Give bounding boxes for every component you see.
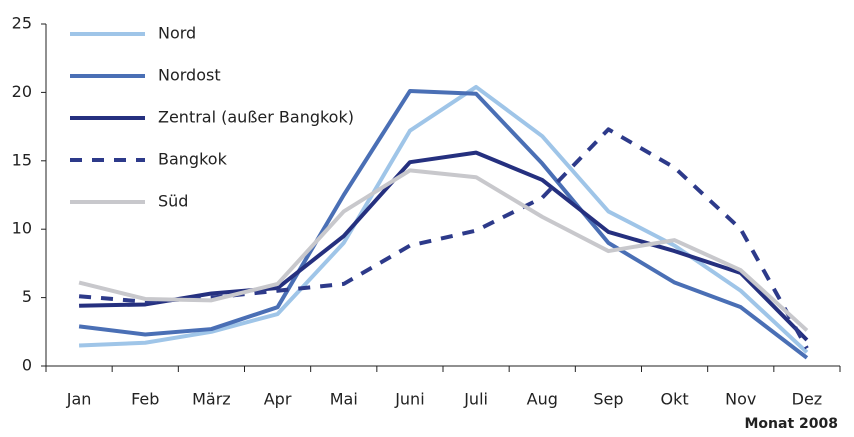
series-line xyxy=(78,89,809,360)
x-tick-label: März xyxy=(192,390,231,409)
y-tick-label: 25 xyxy=(12,14,32,33)
x-tick-label: Juli xyxy=(463,390,488,409)
legend-label: Nordost xyxy=(158,66,221,85)
x-tick-label: Mai xyxy=(330,390,358,409)
x-axis-label: Monat 2008 xyxy=(745,416,839,432)
x-tick-label: Nov xyxy=(725,390,756,409)
series-line xyxy=(79,84,809,354)
y-tick-label: 5 xyxy=(22,287,32,306)
x-tick-label: Jan xyxy=(66,390,92,409)
legend-label: Zentral (außer Bangkok) xyxy=(158,108,354,127)
x-tick-label: Juni xyxy=(394,390,424,409)
y-tick-label: 15 xyxy=(12,150,32,169)
series-line xyxy=(79,150,809,342)
x-tick-label: Apr xyxy=(264,390,292,409)
legend-label: Süd xyxy=(158,192,188,211)
y-tick-label: 20 xyxy=(12,82,32,101)
x-tick-label: Dez xyxy=(792,390,823,409)
y-tick-label: 10 xyxy=(12,219,32,238)
x-tick-label: Okt xyxy=(661,390,689,409)
legend-label: Nord xyxy=(158,24,196,43)
x-tick-label: Feb xyxy=(131,390,159,409)
x-tick-label: Sep xyxy=(593,390,623,409)
y-tick-label: 0 xyxy=(22,356,32,375)
x-tick-label: Aug xyxy=(527,390,558,409)
legend-label: Bangkok xyxy=(158,150,228,169)
series-line xyxy=(78,168,809,332)
